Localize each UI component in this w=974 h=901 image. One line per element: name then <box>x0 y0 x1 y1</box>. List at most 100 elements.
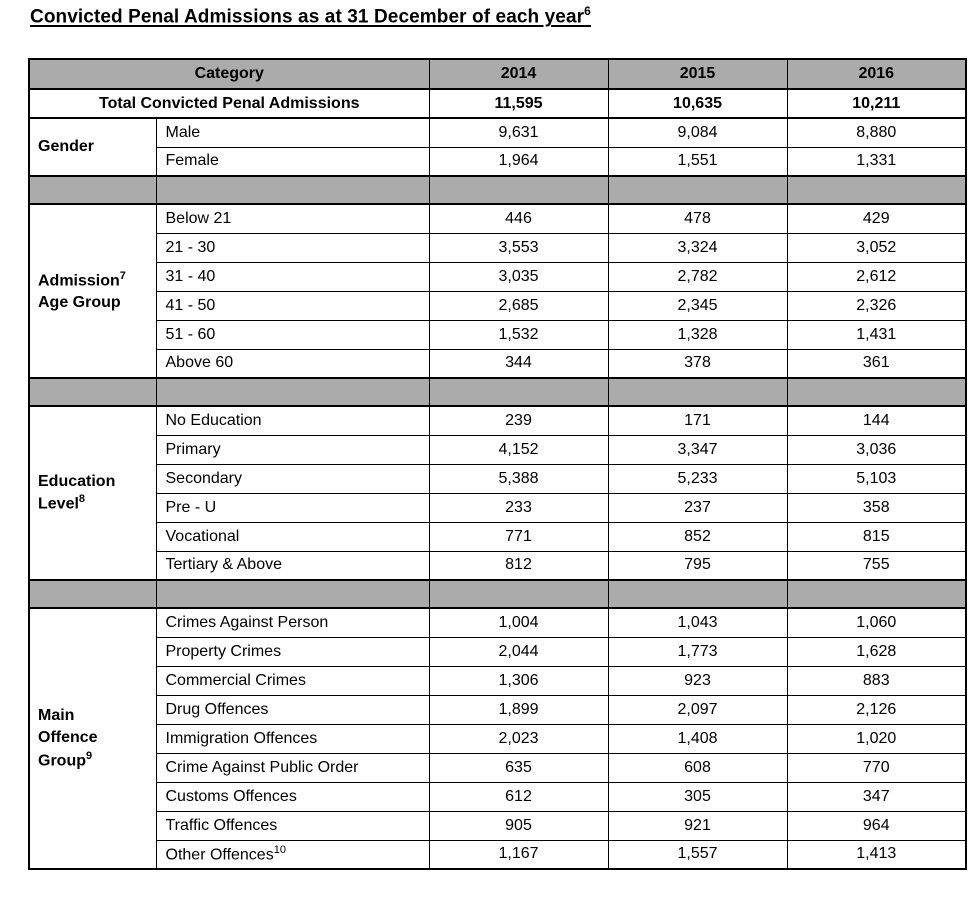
group-label-admission-age-group: Admission7 Age Group <box>28 203 157 379</box>
row-label: Vocational <box>155 521 430 552</box>
value-2014: 446 <box>428 203 609 234</box>
value-2015: 1,773 <box>607 636 788 667</box>
row-label: Male <box>155 117 430 148</box>
separator-row <box>28 377 967 407</box>
row-label: Crimes Against Person <box>155 607 430 638</box>
value-2016: 815 <box>786 521 967 552</box>
row-label: Primary <box>155 434 430 465</box>
value-2016: 770 <box>786 752 967 783</box>
group-label-line: Main <box>38 707 75 725</box>
separator-cell <box>607 377 788 407</box>
value-2016: 3,036 <box>786 434 967 465</box>
value-2014: 812 <box>428 550 609 581</box>
table-row-gender: Gender Male 9,631 9,084 8,880 <box>28 117 967 177</box>
table-row-main-offence-group: Other Offences10 1,167 1,557 1,413 <box>29 839 967 870</box>
group-label-line: Level8 <box>38 493 86 513</box>
header-row: Category 2014 2015 2016 <box>28 58 967 90</box>
separator-cell <box>428 377 609 407</box>
table-row-admission-age-group: 31 - 40 3,035 2,782 2,612 <box>29 261 967 292</box>
group-label-line: Group9 <box>38 749 93 769</box>
table-row-admission-age-group: Admission7 Age Group Below 21 446 478 429 <box>28 203 967 379</box>
value-2014: 344 <box>428 348 609 379</box>
penal-admissions-table: Category 2014 2015 2016 Total Convicted … <box>28 58 968 870</box>
value-2016: 1,331 <box>786 146 967 177</box>
value-2015: 378 <box>607 348 788 379</box>
value-2015: 5,233 <box>607 463 788 494</box>
row-label: 21 - 30 <box>155 232 430 263</box>
group-label-line: Offence <box>38 729 98 747</box>
value-2016: 358 <box>786 492 967 523</box>
value-2016: 883 <box>786 665 967 696</box>
row-label: Property Crimes <box>155 636 430 667</box>
table-row-education-level: Education Level8 No Education 239 171 144 <box>28 405 967 581</box>
value-2014: 2,685 <box>428 290 609 321</box>
separator-cell <box>28 579 157 609</box>
value-2014: 1,899 <box>428 694 609 725</box>
value-2015: 305 <box>607 781 788 812</box>
value-2014: 771 <box>428 521 609 552</box>
row-label: Other Offences10 <box>155 839 430 870</box>
value-2016: 964 <box>786 810 967 841</box>
value-2014: 905 <box>428 810 609 841</box>
table-row-main-offence-group: Drug Offences 1,899 2,097 2,126 <box>29 694 967 725</box>
row-label: Commercial Crimes <box>155 665 430 696</box>
value-2016: 347 <box>786 781 967 812</box>
row-label: Crime Against Public Order <box>155 752 430 783</box>
table-row-main-offence-group: Traffic Offences 905 921 964 <box>29 810 967 841</box>
row-label: 51 - 60 <box>155 319 430 350</box>
value-2016: 429 <box>786 203 967 234</box>
group-label-line: Age Group <box>38 293 121 311</box>
table-row-education-level: Secondary 5,388 5,233 5,103 <box>29 463 967 494</box>
row-label: Secondary <box>155 463 430 494</box>
total-value-2014: 11,595 <box>428 88 609 119</box>
separator-cell <box>786 175 967 205</box>
table-row-education-level: Vocational 771 852 815 <box>29 521 967 552</box>
value-2016: 361 <box>786 348 967 379</box>
value-2014: 233 <box>428 492 609 523</box>
value-2015: 852 <box>607 521 788 552</box>
value-2016: 1,060 <box>786 607 967 638</box>
value-2015: 2,345 <box>607 290 788 321</box>
group-label-line: Admission7 <box>38 269 126 290</box>
total-row-label: Total Convicted Penal Admissions <box>28 88 430 119</box>
group-label-gender: Gender <box>28 117 157 177</box>
row-label: Pre - U <box>155 492 430 523</box>
value-2016: 3,052 <box>786 232 967 263</box>
separator-cell <box>28 175 157 205</box>
value-2015: 795 <box>607 550 788 581</box>
value-2014: 9,631 <box>428 117 609 148</box>
table-row-main-offence-group: Crime Against Public Order 635 608 770 <box>29 752 967 783</box>
value-2015: 3,347 <box>607 434 788 465</box>
separator-cell <box>28 377 157 407</box>
value-2014: 635 <box>428 752 609 783</box>
value-2015: 1,328 <box>607 319 788 350</box>
table-row-education-level: Pre - U 233 237 358 <box>29 492 967 523</box>
value-2014: 2,023 <box>428 723 609 754</box>
row-label: Above 60 <box>155 348 430 379</box>
group-label-superscript: 9 <box>86 749 93 762</box>
separator-cell <box>155 579 430 609</box>
value-2015: 2,097 <box>607 694 788 725</box>
value-2015: 921 <box>607 810 788 841</box>
table-row-gender: Female 1,964 1,551 1,331 <box>29 146 967 177</box>
table-body: Total Convicted Penal Admissions 11,595 … <box>28 88 967 870</box>
row-label: 41 - 50 <box>155 290 430 321</box>
value-2016: 1,628 <box>786 636 967 667</box>
total-value-2015: 10,635 <box>607 88 788 119</box>
header-category: Category <box>28 58 430 90</box>
value-2016: 1,413 <box>786 839 967 870</box>
value-2014: 1,004 <box>428 607 609 638</box>
separator-cell <box>428 175 609 205</box>
row-label: No Education <box>155 405 430 436</box>
table-row-main-offence-group: Immigration Offences 2,023 1,408 1,020 <box>29 723 967 754</box>
table-row-admission-age-group: 51 - 60 1,532 1,328 1,431 <box>29 319 967 350</box>
row-label: Below 21 <box>155 203 430 234</box>
row-label: Customs Offences <box>155 781 430 812</box>
value-2015: 478 <box>607 203 788 234</box>
row-label: Traffic Offences <box>155 810 430 841</box>
value-2014: 239 <box>428 405 609 436</box>
value-2016: 755 <box>786 550 967 581</box>
separator-cell <box>428 579 609 609</box>
table-row-admission-age-group: 21 - 30 3,553 3,324 3,052 <box>29 232 967 263</box>
separator-cell <box>786 377 967 407</box>
